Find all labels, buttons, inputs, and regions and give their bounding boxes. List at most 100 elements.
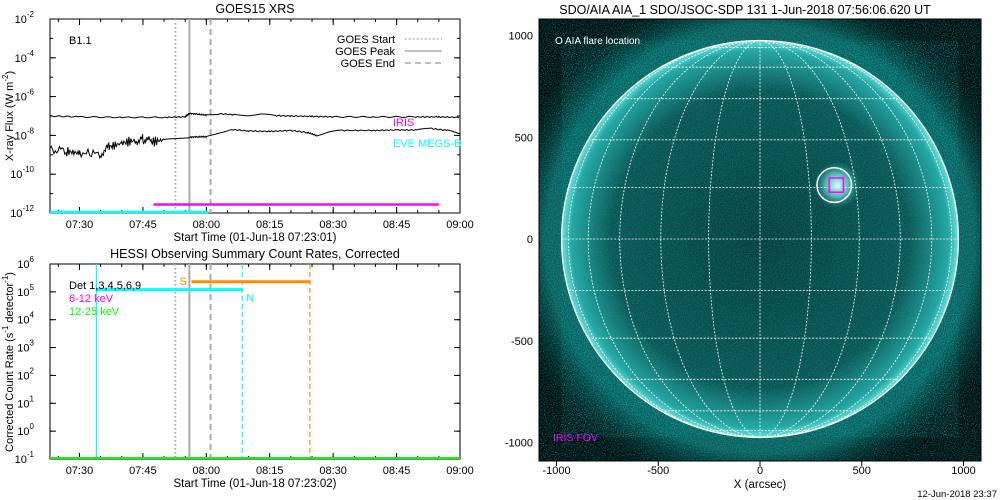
y-tick-label: 10-8	[15, 126, 35, 142]
y-tick-label: 103	[17, 339, 34, 355]
y-label-text: X-ray Flux (W m	[4, 82, 16, 161]
tick-exponent: -1	[27, 450, 35, 459]
y-label-end: )	[4, 71, 16, 75]
y-tick-label: 10-12	[10, 204, 34, 220]
aia-panel: O AIA flare location IRIS FOV SDO/AIA AIA_…	[505, 3, 982, 491]
y-tick-label: 0	[527, 234, 533, 246]
legend-label: GOES Start	[337, 34, 395, 46]
plot-frame	[49, 18, 461, 214]
orbit-label: N	[246, 293, 254, 305]
legend-label: 12-25 keV	[69, 306, 120, 318]
x-tick-label: 1000	[951, 465, 975, 477]
y-label-sup: -1	[1, 275, 10, 283]
goes-class-label: B1.1	[69, 35, 92, 47]
tick-exponent: -8	[27, 126, 35, 135]
flare-glow	[813, 161, 862, 210]
y-axis-label: X-ray Flux (W m-2)	[1, 71, 16, 161]
tick-base: 10	[15, 130, 27, 142]
panel-1: HESSI Observing Summary Count Rates, Cor…	[1, 247, 474, 490]
meridian-line	[587, 40, 761, 438]
series-line-0	[49, 112, 460, 119]
y-tick-label: 10-1	[15, 450, 35, 466]
tick-exponent: 3	[30, 339, 35, 348]
x-tick-label: 500	[853, 465, 871, 477]
x-tick-label: 07:30	[66, 465, 94, 477]
x-tick-label: 08:00	[193, 219, 221, 231]
panel-0: GOES15 XRS Start Time (01-Jun-18 07:23:01…	[1, 2, 474, 244]
legend-label: GOES End	[341, 58, 395, 70]
x-tick-label: 07:45	[129, 219, 157, 231]
legend-label: Det 1,3,4,5,6,9	[69, 280, 141, 292]
y-label-sup: -2	[1, 74, 10, 82]
x-tick-label: 08:45	[383, 465, 411, 477]
y-tick-label: 10-2	[15, 10, 35, 26]
image-title: SDO/AIA AIA_1 SDO/JSOC-SDP 131 1-Jun-201…	[559, 3, 931, 17]
flare-location-label: O AIA flare location	[555, 36, 640, 47]
tick-base: 10	[17, 287, 29, 299]
iris-fov-box	[828, 177, 845, 193]
x-tick-label: 0	[757, 465, 763, 477]
x-axis-label: Start Time (01-Jun-18 07:23:02)	[174, 478, 337, 490]
y-tick-label: 10-4	[15, 49, 35, 65]
x-axis-label: Start Time (01-Jun-18 07:23:01)	[174, 232, 337, 244]
y-tick-label: -1000	[505, 438, 533, 450]
x-tick-label: 07:30	[66, 219, 94, 231]
x-tick-label: 09:00	[446, 219, 474, 231]
x-tick-label: -1000	[542, 465, 570, 477]
tick-base: 10	[17, 259, 29, 271]
chart-title: HESSI Observing Summary Count Rates, Cor…	[110, 247, 400, 261]
tick-base: 10	[17, 398, 29, 410]
x-tick-label: 08:30	[319, 465, 347, 477]
x-axis-label: X (arcsec)	[734, 479, 787, 491]
coverage-label: IRIS	[393, 117, 414, 129]
tick-base: 10	[17, 343, 29, 355]
tick-exponent: -10	[22, 165, 34, 174]
y-axis-label: Corrected Count Rate (s-1 detector-1)	[1, 272, 16, 452]
tick-exponent: 1	[30, 394, 35, 403]
tick-exponent: 2	[30, 366, 35, 375]
tick-exponent: 6	[30, 255, 35, 264]
x-tick-label: 08:15	[256, 219, 284, 231]
solar-limb	[560, 39, 960, 439]
meridian-line	[759, 40, 933, 438]
footer-timestamp: 12-Jun-2018 23:37	[917, 489, 997, 500]
tick-base: 10	[17, 315, 29, 327]
tick-base: 10	[10, 208, 22, 220]
coverage-label: EVE MEGS-B	[393, 138, 461, 150]
y-label-sup: -1	[1, 325, 10, 333]
legend-label: GOES Peak	[335, 46, 395, 58]
tick-exponent: 5	[30, 283, 35, 292]
y-tick-label: 106	[17, 255, 34, 271]
tick-exponent: -12	[22, 204, 34, 213]
orbit-label: S	[180, 276, 187, 288]
y-tick-label: 102	[17, 366, 34, 382]
tick-base: 10	[15, 454, 27, 466]
heliographic-grid	[561, 40, 959, 438]
y-tick-label: 100	[17, 422, 34, 438]
y-tick-label: 10-10	[10, 165, 34, 181]
tick-exponent: -2	[27, 10, 35, 19]
flare-location-circle	[816, 167, 853, 204]
x-tick-label: 08:30	[319, 219, 347, 231]
x-tick-label: 07:45	[129, 465, 157, 477]
tick-base: 10	[17, 426, 29, 438]
y-tick-label: 105	[17, 283, 34, 299]
tick-exponent: 4	[30, 311, 35, 320]
x-tick-label: -500	[647, 465, 669, 477]
tick-base: 10	[15, 14, 27, 26]
y-tick-label: 10-6	[15, 88, 35, 104]
y-label-text: Corrected Count Rate (s	[4, 332, 16, 452]
y-label-mid: detector	[4, 282, 16, 325]
meridian-line	[567, 40, 761, 438]
x-tick-label: 09:00	[446, 465, 474, 477]
y-tick-label: 1000	[509, 31, 533, 43]
y-tick-label: 101	[17, 394, 34, 410]
x-tick-label: 08:00	[193, 465, 221, 477]
tick-exponent: -4	[27, 49, 35, 58]
y-tick-label: 500	[515, 132, 533, 144]
tick-exponent: 0	[30, 422, 35, 431]
tick-base: 10	[17, 370, 29, 382]
tick-base: 10	[15, 53, 27, 65]
